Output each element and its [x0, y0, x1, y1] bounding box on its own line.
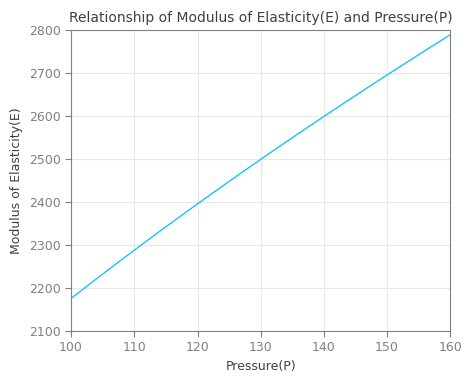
Title: Relationship of Modulus of Elasticity(E) and Pressure(P): Relationship of Modulus of Elasticity(E)… — [69, 11, 453, 25]
Y-axis label: Modulus of Elasticity(E): Modulus of Elasticity(E) — [10, 107, 23, 254]
X-axis label: Pressure(P): Pressure(P) — [226, 359, 296, 372]
